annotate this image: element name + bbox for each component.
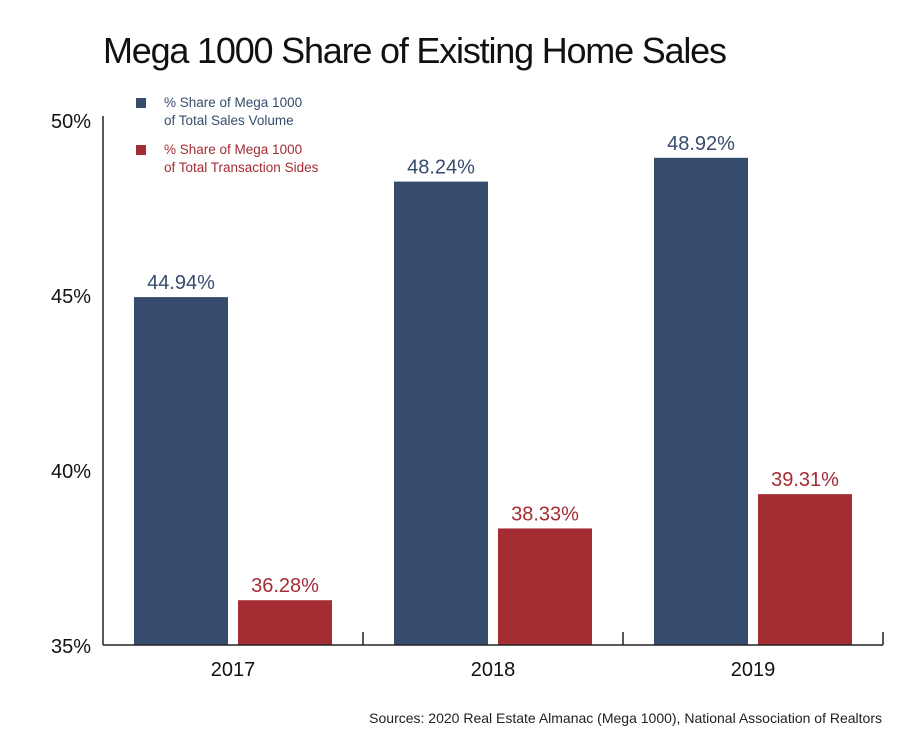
y-tick-label: 40% xyxy=(51,461,91,483)
bar-sales-volume-2017 xyxy=(134,297,228,645)
y-tick-label: 50% xyxy=(51,111,91,133)
x-tick-label: 2019 xyxy=(731,659,776,681)
bar-sales-volume-2019 xyxy=(654,157,748,646)
legend-swatch-transaction-sides xyxy=(136,145,146,155)
bar-transaction-sides-2019 xyxy=(758,494,852,645)
x-tick-label: 2017 xyxy=(211,659,256,681)
data-label: 36.28% xyxy=(251,575,319,597)
bar-transaction-sides-2017 xyxy=(238,600,332,645)
source-note: Sources: 2020 Real Estate Almanac (Mega … xyxy=(369,710,882,726)
data-label: 38.33% xyxy=(511,503,579,525)
y-tick-label: 35% xyxy=(51,636,91,658)
bar-sales-volume-2018 xyxy=(394,181,488,645)
data-label: 39.31% xyxy=(771,469,839,491)
legend-swatch-sales-volume xyxy=(136,98,146,108)
legend-label-sales-volume: % Share of Mega 1000 of Total Sales Volu… xyxy=(164,95,303,128)
legend-label-transaction-sides: % Share of Mega 1000 of Total Transactio… xyxy=(164,142,319,175)
x-tick-label: 2018 xyxy=(471,659,516,681)
bar-transaction-sides-2018 xyxy=(498,528,592,645)
data-label: 44.94% xyxy=(147,272,215,294)
chart-title: Mega 1000 Share of Existing Home Sales xyxy=(103,30,727,71)
data-label: 48.92% xyxy=(667,133,735,155)
y-tick-label: 45% xyxy=(51,286,91,308)
data-label: 48.24% xyxy=(407,157,475,179)
